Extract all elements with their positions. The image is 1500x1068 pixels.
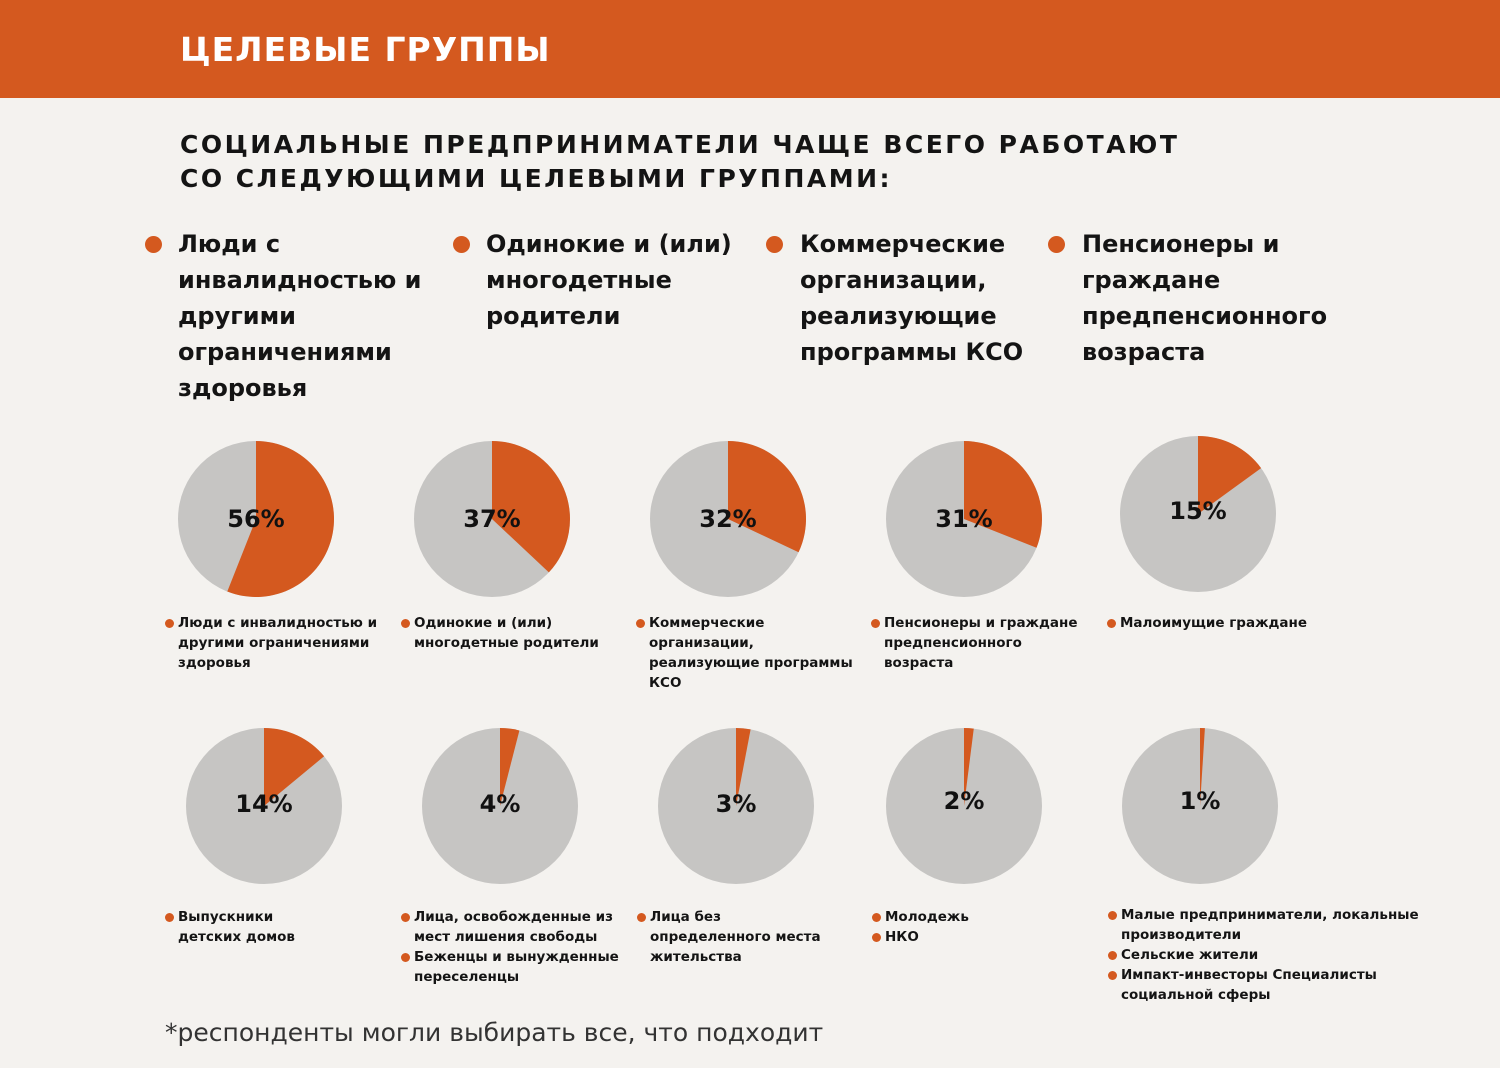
page-title: ЦЕЛЕВЫЕ ГРУППЫ — [180, 30, 551, 69]
pie-value-label: 2% — [943, 787, 985, 815]
legend-dot — [1108, 951, 1117, 960]
legend-dot — [1107, 619, 1116, 628]
pie-value-label: 14% — [235, 790, 293, 818]
legend-dot — [636, 619, 645, 628]
pie-slice-value — [1200, 728, 1205, 806]
pie-chart-7 — [658, 728, 814, 884]
pie-chart-1 — [414, 441, 570, 597]
footnote: *респонденты могли выбирать все, что под… — [165, 1018, 824, 1047]
pie-slice-value — [492, 441, 570, 573]
legend-dot — [872, 933, 881, 942]
legend-label: Люди с инвалидностью и другими ограничен… — [178, 615, 378, 671]
legend-dot — [165, 619, 174, 628]
legend-label: Малоимущие граждане — [1120, 615, 1307, 631]
pie-slice-value — [500, 728, 520, 806]
pie-slice-value — [728, 441, 807, 553]
pie-chart-4 — [1120, 436, 1276, 592]
legend-label: Сельские жители — [1121, 947, 1259, 963]
legend-dot — [1108, 971, 1117, 980]
pie-value-label: 15% — [1169, 497, 1227, 525]
legend-dot — [401, 619, 410, 628]
pie-value-label: 3% — [715, 790, 757, 818]
pie-value-label: 4% — [479, 790, 521, 818]
pie-slice-value — [227, 441, 335, 597]
pie-value-label: 31% — [935, 505, 993, 533]
pie-value-label: 1% — [1179, 787, 1221, 815]
legend-label: Пенсионеры и граждане предпенсионного во… — [884, 615, 1078, 671]
top-group-label: Люди с инвалидностью и другими ограничен… — [178, 230, 422, 402]
bullet-dot — [453, 236, 470, 253]
pie-slice-value — [964, 728, 974, 806]
pie-chart-9 — [1122, 728, 1278, 884]
legend-label: Лица без определенного места жительства — [650, 909, 821, 965]
top-group-label: Коммерческие организации, реализующие пр… — [800, 230, 1024, 366]
legend-dot — [637, 913, 646, 922]
legend-label: Коммерческие организации, реализующие пр… — [649, 615, 853, 691]
pie-slice-value — [736, 728, 751, 806]
top-group-label: Пенсионеры и граждане предпенсионного во… — [1082, 230, 1328, 366]
pie-chart-5 — [186, 728, 342, 884]
bullet-dot — [766, 236, 783, 253]
legend-dot — [872, 913, 881, 922]
top-group-label: Одинокие и (или) многодетные родители — [486, 230, 732, 330]
pie-value-label: 37% — [463, 505, 521, 533]
pie-value-label: 32% — [699, 505, 757, 533]
legend-dot — [165, 913, 174, 922]
pie-chart-6 — [422, 728, 578, 884]
legend-label: Импакт-инвесторы Специалисты социальной … — [1121, 967, 1377, 1003]
header-banner: ЦЕЛЕВЫЕ ГРУППЫ — [0, 0, 1500, 98]
pie-chart-8 — [886, 728, 1042, 884]
legend-dot — [1108, 911, 1117, 920]
legend-dot — [401, 913, 410, 922]
legend-label: Молодежь — [885, 909, 969, 925]
legend-label: Малые предприниматели, локальные произво… — [1121, 907, 1419, 943]
chart-subtitle: СОЦИАЛЬНЫЕ ПРЕДПРИНИМАТЕЛИ ЧАЩЕ ВСЕГО РА… — [180, 130, 1180, 193]
legend-dot — [871, 619, 880, 628]
legend-label: Выпускники детских домов — [178, 909, 295, 945]
pie-chart-0 — [178, 441, 335, 597]
pie-slice-value — [264, 728, 325, 806]
pie-chart-3 — [886, 441, 1042, 597]
legend-label: Лица, освобожденные из мест лишения своб… — [414, 909, 613, 945]
legend-label: Одинокие и (или) многодетные родители — [414, 615, 599, 651]
legend-dot — [401, 953, 410, 962]
bullet-dot — [1048, 236, 1065, 253]
bullet-dot — [145, 236, 162, 253]
pie-slice-value — [1198, 436, 1262, 514]
legend-label: Беженцы и вынужденные переселенцы — [414, 949, 619, 985]
legend-label: НКО — [885, 929, 919, 945]
pie-slice-value — [964, 441, 1042, 548]
pie-chart-2 — [650, 441, 807, 597]
pie-value-label: 56% — [227, 505, 285, 533]
